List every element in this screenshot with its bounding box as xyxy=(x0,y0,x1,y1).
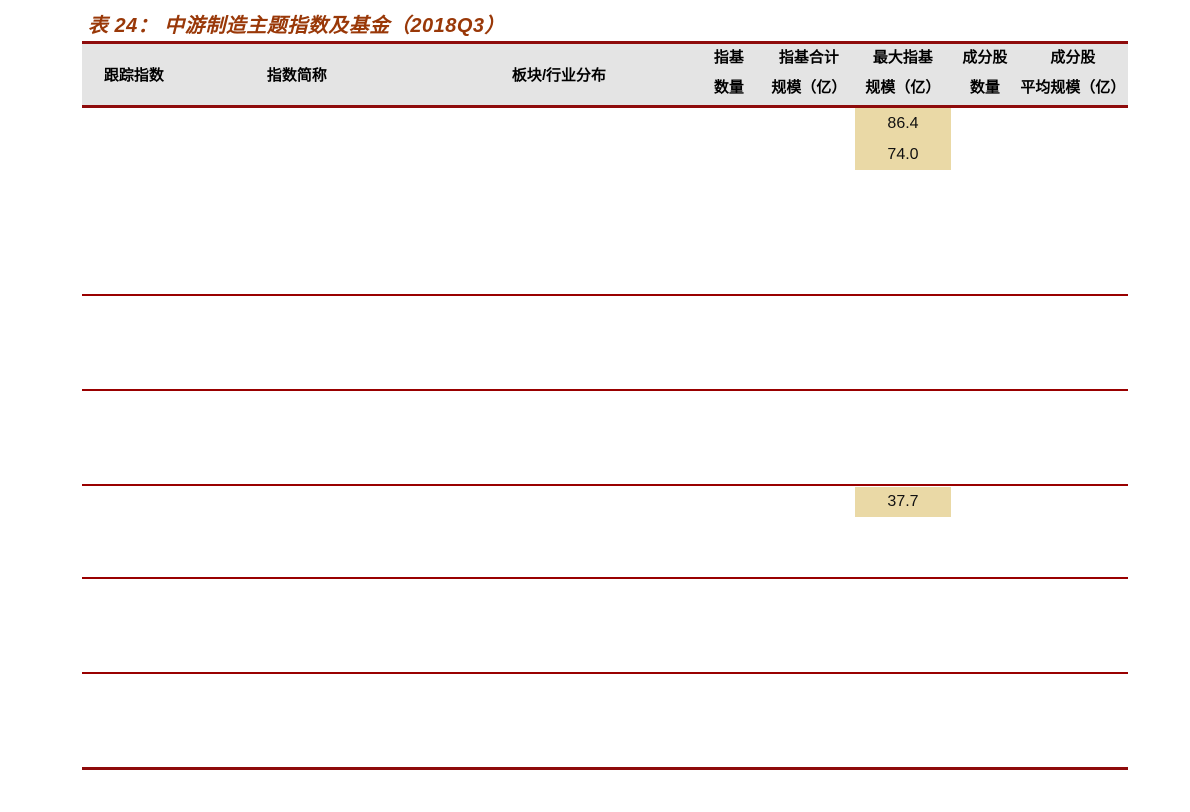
header-bottom-rule xyxy=(82,105,1128,108)
highlighted-cell-max-fund-scale: 74.0 xyxy=(855,139,951,170)
col-header-label-line2: 规模（亿） xyxy=(865,79,941,96)
col-header-label-line1: 最大指基 xyxy=(872,49,933,66)
col-header-index-fund-total-scale: 指基合计 规模（亿） xyxy=(744,49,874,96)
col-header-label-line2: 数量 xyxy=(969,79,1000,96)
table-bottom-rule xyxy=(82,767,1128,770)
table-caption: 表 24： 中游制造主题指数及基金（2018Q3） xyxy=(88,15,506,37)
row-separator xyxy=(82,294,1128,296)
row-separator xyxy=(82,484,1128,486)
row-separator xyxy=(82,672,1128,674)
col-header-label-line1: 成分股 xyxy=(962,49,1008,66)
col-header-label: 跟踪指数 xyxy=(104,67,165,84)
col-header-label-line2: 平均规模（亿） xyxy=(1020,79,1126,96)
col-header-constituent-count: 成分股 数量 xyxy=(940,49,1030,96)
caption-underline-rule xyxy=(82,41,1128,44)
highlighted-cell-max-fund-scale: 86.4 xyxy=(855,108,951,139)
col-header-sector-industry-distribution: 板块/行业分布 xyxy=(512,67,606,84)
col-header-label-line1: 成分股 xyxy=(1050,49,1096,66)
col-header-label-line1: 指基合计 xyxy=(778,49,839,66)
row-separator xyxy=(82,577,1128,579)
highlighted-cell-max-fund-scale: 37.7 xyxy=(855,487,951,517)
col-header-constituent-avg-scale: 成分股 平均规模（亿） xyxy=(1003,49,1143,96)
col-header-label-line2: 数量 xyxy=(713,79,744,96)
row-separator xyxy=(82,389,1128,391)
col-header-label-line1: 指基 xyxy=(713,49,744,66)
col-header-tracking-index: 跟踪指数 xyxy=(104,67,164,84)
col-header-label: 板块/行业分布 xyxy=(512,67,607,84)
table-header-row: 跟踪指数 指数简称 板块/行业分布 指基 数量 指基合计 规模（亿） 最大指基 … xyxy=(82,44,1128,105)
col-header-index-fund-count: 指基 数量 xyxy=(684,49,774,96)
col-header-index-short-name: 指数简称 xyxy=(267,67,327,84)
col-header-label: 指数简称 xyxy=(267,67,328,84)
col-header-max-index-fund-scale: 最大指基 规模（亿） xyxy=(838,49,968,96)
col-header-label-line2: 规模（亿） xyxy=(771,79,847,96)
